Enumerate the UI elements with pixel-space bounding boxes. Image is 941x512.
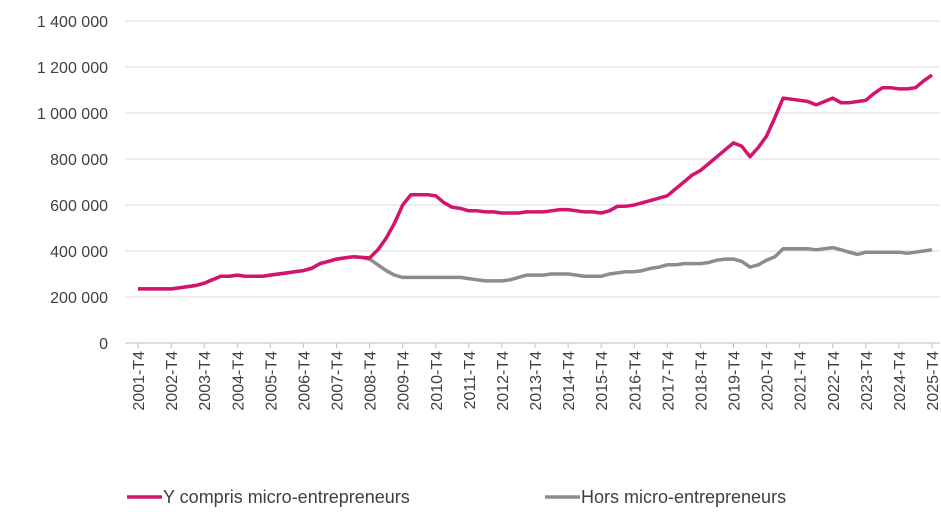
legend-label: Hors micro-entrepreneurs: [581, 487, 786, 507]
x-tick-label: 2004-T4: [230, 351, 247, 411]
x-tick-label: 2008-T4: [363, 351, 380, 411]
x-tick-label: 2011-T4: [462, 351, 479, 410]
x-tick-label: 2013-T4: [528, 351, 545, 411]
y-tick-label: 1 000 000: [37, 106, 108, 123]
x-tick-label: 2024-T4: [892, 351, 909, 411]
x-tick-label: 2002-T4: [164, 351, 181, 411]
x-tick-label: 2017-T4: [660, 351, 677, 411]
x-tick-label: 2009-T4: [396, 351, 413, 411]
x-tick-label: 2005-T4: [263, 351, 280, 411]
x-tick-label: 2020-T4: [760, 351, 777, 411]
x-tick-label: 2019-T4: [727, 351, 744, 411]
x-tick-label: 2025-T4: [925, 351, 941, 411]
x-tick-label: 2015-T4: [594, 351, 611, 411]
x-tick-label: 2016-T4: [627, 351, 644, 411]
x-tick-label: 2022-T4: [826, 351, 843, 411]
x-tick-label: 2021-T4: [793, 351, 810, 411]
series-line: [138, 245, 933, 291]
y-tick-label: 800 000: [50, 152, 108, 169]
x-tick-label: 2001-T4: [131, 351, 148, 411]
y-tick-label: 1 400 000: [37, 14, 108, 31]
y-tick-label: 0: [99, 336, 108, 353]
x-tick-label: 2006-T4: [296, 351, 313, 411]
x-tick-label: 2012-T4: [495, 351, 512, 411]
y-tick-label: 600 000: [50, 198, 108, 215]
x-tick-label: 2010-T4: [429, 351, 446, 411]
y-tick-label: 1 200 000: [37, 60, 108, 77]
x-tick-label: 2003-T4: [197, 351, 214, 411]
series-line: [138, 73, 933, 291]
legend-label: Y compris micro-entrepreneurs: [163, 487, 410, 507]
y-tick-label: 400 000: [50, 244, 108, 261]
x-tick-label: 2018-T4: [693, 351, 710, 411]
x-tick-label: 2007-T4: [330, 351, 347, 411]
x-tick-label: 2023-T4: [859, 351, 876, 411]
x-tick-label: 2014-T4: [561, 351, 578, 411]
y-tick-label: 200 000: [50, 290, 108, 307]
